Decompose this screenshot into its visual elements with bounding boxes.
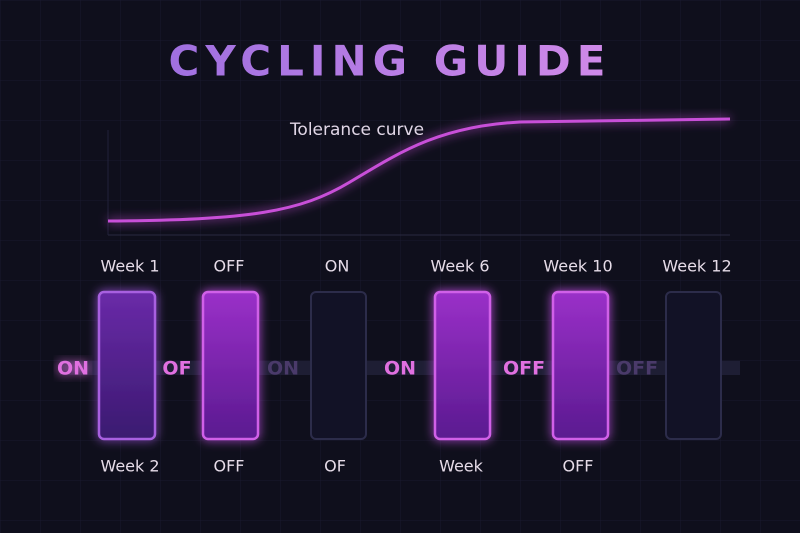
week-label: OF — [324, 457, 346, 476]
week-label: OFF — [563, 457, 594, 476]
phase-label: ON — [384, 358, 416, 380]
week-label: ON — [325, 257, 350, 276]
cycle-block — [97, 290, 157, 441]
tolerance-curve — [107, 117, 731, 223]
title: CYCLING GUIDE — [169, 37, 612, 86]
week-label: Week 6 — [430, 257, 489, 276]
week-label: Week 10 — [543, 257, 612, 276]
phase-label: OFF — [503, 358, 545, 380]
phase-label: OF — [162, 358, 191, 380]
cycle-block — [310, 291, 367, 440]
week-label: Week 12 — [662, 257, 731, 276]
phase-label: ON — [267, 358, 299, 380]
curve-label: Tolerance curve — [289, 120, 424, 140]
week-label: OFF — [214, 257, 245, 276]
week-label: OFF — [214, 457, 245, 476]
phase-label: OFF — [616, 358, 658, 380]
cycle-block — [665, 291, 722, 440]
cycle-block — [551, 290, 610, 441]
cycle-block — [433, 290, 492, 441]
week-label: Week — [439, 457, 484, 476]
week-label: Week 1 — [100, 257, 159, 276]
week-label: Week 2 — [100, 457, 159, 476]
cycle-block — [201, 290, 260, 441]
phase-label: ON — [57, 358, 89, 380]
